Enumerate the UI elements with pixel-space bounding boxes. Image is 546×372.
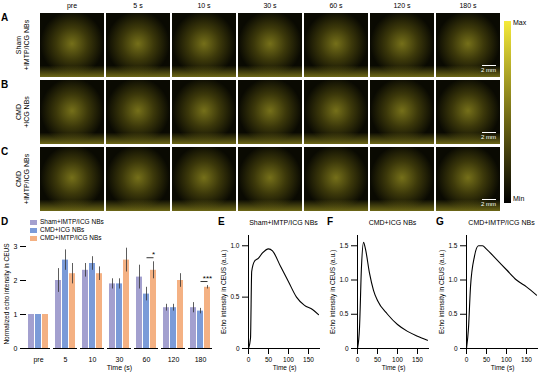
svg-text:50: 50	[265, 356, 273, 363]
html-text:Sham+IMTP/ICG NBs: Sham+IMTP/ICG NBs	[249, 219, 318, 226]
svg-text:0: 0	[236, 345, 240, 352]
html-text:Normalized echo intensity in C: Normalized echo intensity in CEUS	[3, 243, 10, 345]
svg-text:0: 0	[247, 356, 251, 363]
html-text:CMD+IMTP/ICG NBs: CMD+IMTP/ICG NBs	[468, 219, 535, 226]
svg-text:1.5: 1.5	[448, 242, 457, 249]
svg-text:100: 100	[283, 356, 294, 363]
html-text:+ICG NBs: +ICG NBs	[23, 96, 30, 128]
html-text:Sham+IMTP/ICG NBs: Sham+IMTP/ICG NBs	[40, 218, 104, 225]
svg-text:50: 50	[374, 356, 382, 363]
html-text:A: A	[1, 12, 9, 23]
html-text:CMD+IMTP/ICG NBs: CMD+IMTP/ICG NBs	[40, 234, 102, 241]
svg-text:*: *	[152, 250, 155, 259]
svg-text:0.5: 0.5	[230, 293, 239, 300]
svg-text:Time (s): Time (s)	[382, 364, 406, 372]
svg-text:0: 0	[356, 356, 360, 363]
html-text:CMD: CMD	[15, 171, 22, 187]
svg-text:0.5: 0.5	[448, 310, 457, 317]
html-text:pre: pre	[66, 2, 78, 9]
svg-text:pre: pre	[33, 356, 43, 364]
svg-text:100: 100	[501, 356, 512, 363]
html-text:30 s: 30 s	[263, 2, 277, 9]
html-text:2 mm: 2 mm	[481, 67, 496, 73]
svg-text:0: 0	[454, 345, 458, 352]
html-text:2 mm: 2 mm	[481, 134, 496, 140]
svg-text:Echo intensity in CEUS (a.u.): Echo intensity in CEUS (a.u.)	[438, 250, 446, 334]
svg-text:180: 180	[195, 356, 207, 363]
svg-text:60: 60	[143, 356, 151, 363]
svg-text:1: 1	[14, 311, 18, 318]
html-text:60 s: 60 s	[329, 2, 343, 9]
svg-text:Echo intensity in CEUS (a.u.): Echo intensity in CEUS (a.u.)	[329, 250, 337, 334]
html-text:G: G	[436, 216, 444, 227]
svg-text:150: 150	[521, 356, 532, 363]
svg-text:2: 2	[14, 277, 18, 284]
html-text:B: B	[1, 79, 9, 90]
svg-text:150: 150	[412, 356, 423, 363]
svg-text:***: ***	[203, 274, 212, 283]
html-text:10 s: 10 s	[197, 2, 211, 9]
svg-text:0: 0	[14, 345, 18, 352]
svg-text:5: 5	[64, 356, 68, 363]
html-text:CMD+ICG NBs: CMD+ICG NBs	[368, 219, 417, 226]
html-text:E: E	[218, 216, 225, 227]
html-text:D: D	[1, 216, 9, 227]
svg-text:1.0: 1.0	[339, 276, 348, 283]
svg-text:Time (s): Time (s)	[107, 364, 132, 372]
svg-text:0: 0	[465, 356, 469, 363]
svg-text:30: 30	[116, 356, 124, 363]
svg-text:Echo intensity in CEUS (a.u.): Echo intensity in CEUS (a.u.)	[220, 250, 228, 334]
svg-text:120: 120	[168, 356, 180, 363]
svg-text:100: 100	[392, 356, 403, 363]
svg-text:10: 10	[89, 356, 97, 363]
svg-text:50: 50	[483, 356, 491, 363]
svg-text:1.5: 1.5	[339, 242, 348, 249]
svg-text:0: 0	[345, 345, 349, 352]
html-text:+IMTP/ICG NBs: +IMTP/ICG NBs	[23, 19, 30, 71]
html-text:Min: Min	[513, 195, 525, 202]
svg-text:Time (s): Time (s)	[491, 364, 515, 372]
svg-text:1.0: 1.0	[230, 242, 239, 249]
svg-text:0.5: 0.5	[339, 310, 348, 317]
svg-text:1.0: 1.0	[448, 276, 457, 283]
html-text:CMD: CMD	[15, 104, 22, 120]
svg-text:3: 3	[14, 243, 18, 250]
html-text:+IMTP/ICG NBs: +IMTP/ICG NBs	[23, 153, 30, 205]
html-text:Sham: Sham	[15, 35, 22, 55]
html-text:120 s: 120 s	[393, 2, 411, 9]
html-text:CMD+ICG NBs: CMD+ICG NBs	[40, 226, 85, 233]
html-text:180 s: 180 s	[459, 2, 477, 9]
svg-text:Time (s): Time (s)	[273, 364, 297, 372]
html-text:5 s: 5 s	[133, 2, 143, 9]
html-text:C: C	[1, 146, 9, 157]
svg-text:150: 150	[303, 356, 314, 363]
html-text:F: F	[327, 216, 334, 227]
html-text:Max: Max	[513, 19, 527, 26]
html-text:2 mm: 2 mm	[481, 201, 496, 207]
